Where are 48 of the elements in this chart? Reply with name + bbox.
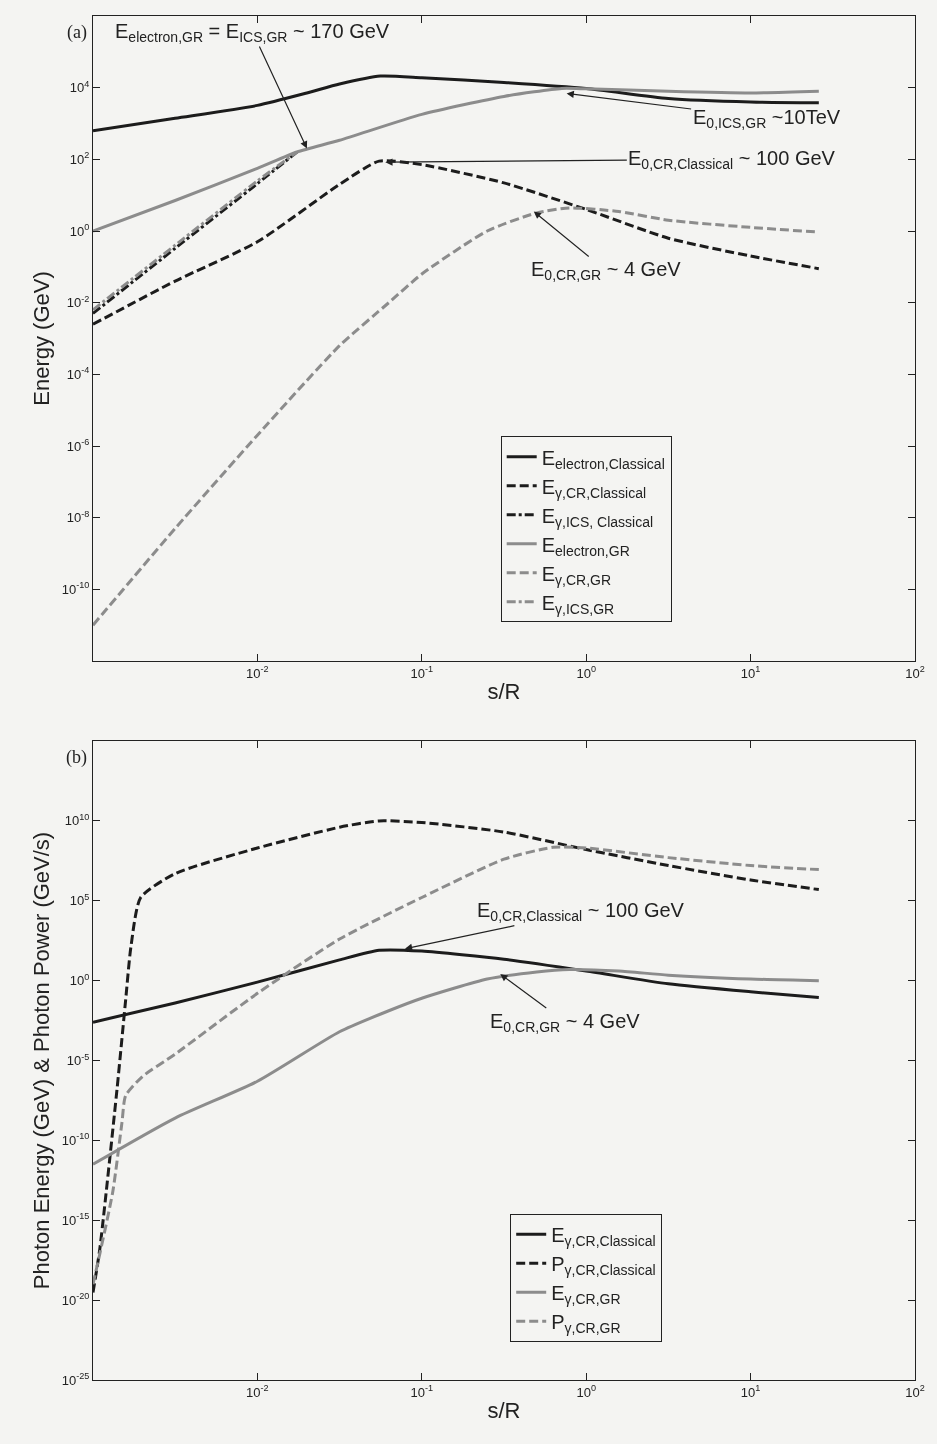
y-tick-label: 10$^{0}$ — [69, 971, 90, 989]
y-tick-label: 10$^{-15}$ — [61, 1211, 90, 1228]
annotation: E$_{0,CR,GR}$ ~ 4 GeV — [490, 1010, 641, 1036]
annotation: E$_{0,CR,Classical}$ ~ 100 GeV — [477, 899, 685, 925]
x-tick-label: 10$^{2}$ — [905, 1383, 925, 1400]
x-tick-label: 10$^{2}$ — [905, 664, 925, 681]
annotation: E$_{0,CR,Classical}$ ~ 100 GeV — [628, 147, 836, 173]
x-tick-label: 10$^{1}$ — [740, 1383, 761, 1400]
legend-label: E$_{γ,CR,Classical}$ — [551, 1223, 656, 1250]
annotation: E$_{electron,GR}$ = E$_{ICS,GR}$ ~ 170 GeV — [115, 20, 390, 46]
y-tick-label: 10$^{5}$ — [69, 891, 90, 909]
legend-label: E$_{electron,GR}$ — [541, 533, 630, 559]
legend-label: E$_{γ,CR,GR}$ — [541, 562, 612, 588]
y-axis-title: Energy (GeV) — [28, 271, 54, 406]
legend-label: E$_{γ,CR,GR}$ — [551, 1281, 621, 1308]
legend-label: E$_{γ,ICS,GR}$ — [541, 591, 615, 617]
x-tick-label: 10$^{-1}$ — [410, 664, 434, 681]
legend-label: E$_{electron,Classical}$ — [541, 446, 665, 472]
y-tick-label: 10$^{-10}$ — [61, 580, 90, 597]
y-tick-label: 10$^{10}$ — [64, 811, 90, 829]
y-tick-label: 10$^{4}$ — [69, 78, 90, 96]
y-tick-label: 10$^{-25}$ — [61, 1371, 90, 1388]
y-tick-label: 10$^{-20}$ — [61, 1291, 90, 1308]
legend-label: E$_{γ,CR,Classical}$ — [541, 475, 647, 501]
legend-label: P$_{γ,CR,GR}$ — [551, 1310, 621, 1337]
x-axis-title: s/R — [487, 679, 521, 705]
annotation: E$_{0,CR,GR}$ ~ 4 GeV — [531, 258, 682, 284]
x-tick-label: 10$^{-2}$ — [246, 1383, 269, 1400]
legend-label: E$_{γ,ICS, Classical}$ — [541, 504, 654, 530]
x-tick-label: 10$^{0}$ — [576, 664, 596, 681]
x-axis-title: s/R — [487, 1398, 521, 1424]
y-tick-label: 10$^{-8}$ — [66, 508, 90, 526]
y-tick-label: 10$^{-6}$ — [66, 437, 90, 454]
x-tick-label: 10$^{0}$ — [576, 1383, 596, 1400]
text: (a) — [67, 22, 87, 43]
y-tick-label: 10$^{-5}$ — [66, 1051, 90, 1069]
y-tick-label: 10$^{-10}$ — [61, 1131, 90, 1148]
y-axis-title: Photon Energy (GeV) & Photon Power (GeV/s) — [28, 831, 54, 1290]
y-tick-label: 10$^{-4}$ — [66, 365, 90, 382]
y-tick-label: 10$^{-2}$ — [66, 293, 90, 311]
x-tick-label: 10$^{1}$ — [740, 664, 761, 681]
y-tick-label: 10$^{2}$ — [69, 150, 90, 167]
x-tick-label: 10$^{-2}$ — [246, 664, 269, 681]
x-tick-label: 10$^{-1}$ — [410, 1383, 434, 1400]
annotation: E$_{0,ICS,GR}$ ~10TeV — [693, 106, 841, 132]
legend-label: P$_{γ,CR,Classical}$ — [551, 1252, 656, 1279]
text: (b) — [66, 747, 87, 768]
y-tick-label: 10$^{0}$ — [69, 222, 90, 239]
